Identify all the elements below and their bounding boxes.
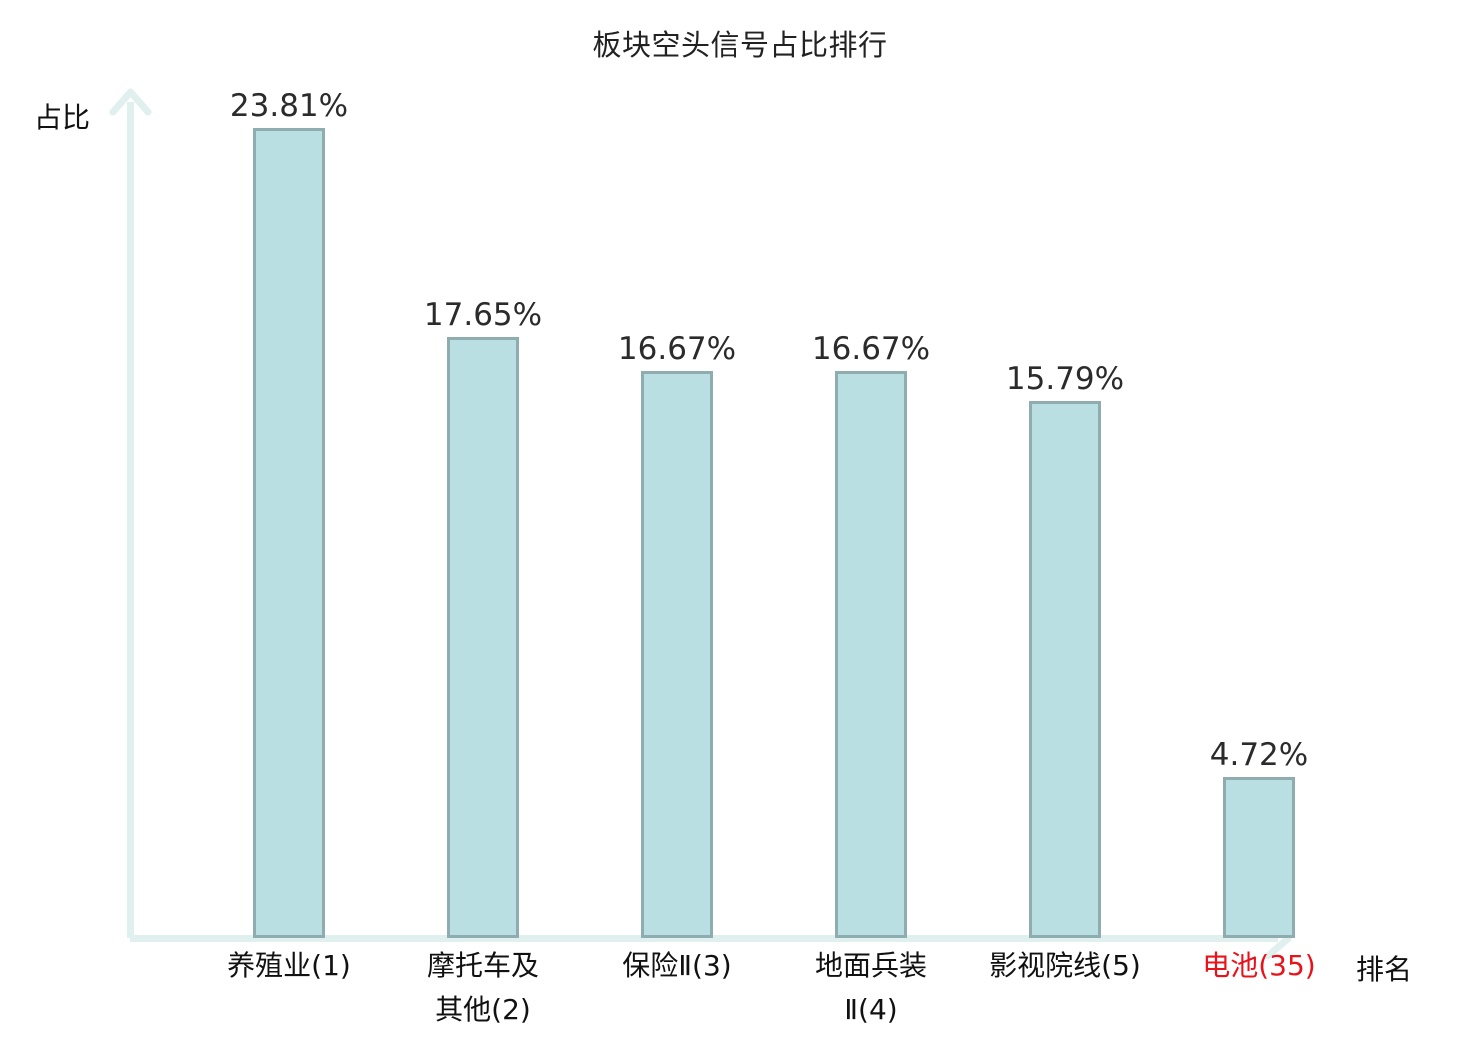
bar-column: 23.81% [230,60,348,938]
bar[interactable]: 15.79% [1006,364,1124,938]
bar-column: 4.72% [1210,60,1308,938]
bar[interactable]: 16.67% [618,334,736,938]
bar[interactable]: 23.81% [230,91,348,938]
bar-column: 15.79% [1006,60,1124,938]
bar-group: 15.79% [968,60,1162,938]
plot-area: 23.81% 17.65% 16.67% 16.67% 15.79% 4.72% [130,60,1308,938]
bar-value-label: 17.65% [423,297,543,333]
bar-group: 23.81% [192,60,386,938]
category-label[interactable]: 保险Ⅱ(3) [580,944,774,988]
category-label-line: 养殖业(1) [227,949,351,982]
bar[interactable]: 4.72% [1210,740,1308,938]
bar-group: 4.72% [1162,60,1356,938]
category-label[interactable]: 影视院线(5) [968,944,1162,988]
category-label-line: 电池(35) [1202,949,1316,982]
category-label-line: 其他(2) [435,993,531,1026]
bar-value-label: 16.67% [811,331,931,367]
bar[interactable]: 17.65% [424,300,542,938]
bar-value-label: 16.67% [617,331,737,367]
bar-column: 17.65% [424,60,542,938]
y-axis-label: 占比 [34,101,91,134]
category-label[interactable]: 电池(35) [1162,944,1356,988]
category-label-line: Ⅱ(4) [844,993,898,1026]
bar-column: 16.67% [618,60,736,938]
category-label-line: 摩托车及 [426,949,539,982]
x-axis-label: 排名 [1356,953,1413,986]
category-label[interactable]: 养殖业(1) [192,944,386,988]
bar-value-label: 23.81% [229,88,349,124]
category-label-line: 影视院线(5) [989,949,1141,982]
bar[interactable]: 16.67% [812,334,930,938]
category-axis-labels: 养殖业(1) 摩托车及其他(2) 保险Ⅱ(3) 地面兵装 Ⅱ(4) 影视院线(5) 电池(3… [130,944,1316,1040]
category-label-line: 地面兵装 [814,949,927,982]
category-label[interactable]: 摩托车及其他(2) [386,944,580,1032]
bar-group: 16.67% [774,60,968,938]
bar-value-label: 15.79% [1005,361,1125,397]
category-label[interactable]: 地面兵装 Ⅱ(4) [774,944,968,1032]
chart-title: 板块空头信号占比排行 [592,28,888,62]
bar-group: 16.67% [580,60,774,938]
category-label-line: 保险Ⅱ(3) [622,949,732,982]
bar-group: 17.65% [386,60,580,938]
bar-column: 16.67% [812,60,930,938]
bar-value-label: 4.72% [1209,737,1309,773]
